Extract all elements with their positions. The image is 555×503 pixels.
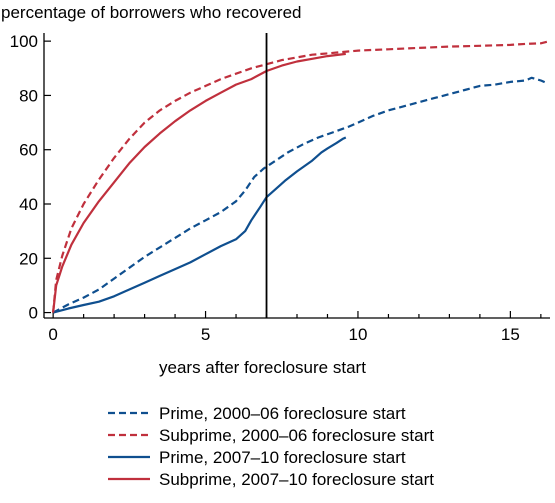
x-tick-label: 5 (201, 325, 210, 344)
legend: Prime, 2000–06 foreclosure start Subprime… (108, 404, 434, 489)
x-tick-label: 10 (349, 325, 368, 344)
x-axis-label: years after foreclosure start (159, 358, 366, 377)
series-line-2 (52, 40, 551, 313)
axes: 0 20 40 60 80 100 0 5 10 15 (10, 32, 550, 344)
series-line-4 (52, 52, 346, 313)
plot-area: 0 20 40 60 80 100 0 5 10 15 (10, 32, 551, 344)
y-tick-label: 100 (10, 32, 38, 51)
y-tick-label: 20 (19, 249, 38, 268)
y-tick-label: 40 (19, 195, 38, 214)
x-tick-label: 15 (501, 325, 520, 344)
y-tick-label: 0 (29, 304, 38, 323)
series-lines (52, 40, 551, 314)
y-tick-label: 80 (19, 86, 38, 105)
y-tick-label: 60 (19, 141, 38, 160)
legend-label-1: Prime, 2000–06 foreclosure start (159, 404, 406, 423)
series-line-3 (52, 136, 347, 314)
legend-label-4: Subprime, 2007–10 foreclosure start (159, 470, 434, 489)
legend-label-3: Prime, 2007–10 foreclosure start (159, 448, 406, 467)
legend-label-2: Subprime, 2000–06 foreclosure start (159, 426, 434, 445)
x-tick-label: 0 (48, 325, 57, 344)
y-axis-label: percentage of borrowers who recovered (1, 3, 302, 22)
series-line-1 (52, 76, 548, 314)
